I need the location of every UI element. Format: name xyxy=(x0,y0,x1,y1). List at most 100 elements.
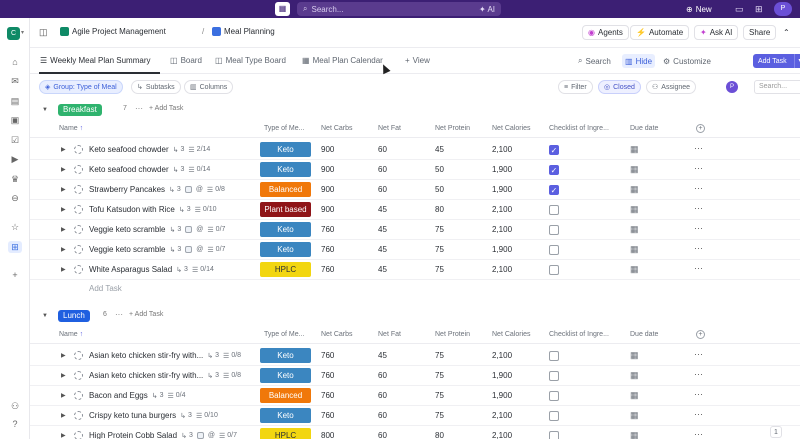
spaces-icon[interactable]: ⊞ xyxy=(8,241,22,253)
expand-row-icon[interactable]: ▶ xyxy=(61,433,66,439)
meal-type-badge[interactable]: Keto xyxy=(260,408,311,423)
checklist-checkbox[interactable] xyxy=(549,371,559,381)
checklist-checkbox[interactable] xyxy=(549,205,559,215)
net-calories-cell[interactable]: 2,100 xyxy=(492,265,513,274)
status-icon[interactable] xyxy=(74,145,83,154)
task-name[interactable]: Strawberry Pancakes ↳ 3 @ ☰ 0/8 xyxy=(89,185,225,194)
assignee-chip[interactable]: ⚇ Assignee xyxy=(646,80,697,94)
column-header-calories[interactable]: Net Calories xyxy=(492,125,531,132)
expand-row-icon[interactable]: ▶ xyxy=(61,413,66,419)
net-fat-cell[interactable]: 60 xyxy=(378,371,387,380)
tab-board[interactable]: ◫ Board xyxy=(170,56,202,65)
table-row[interactable]: ▶ Veggie keto scramble ↳ 3 @ ☰ 0/7 Keto 760 45 75 2… xyxy=(30,220,800,240)
checklist-count[interactable]: ☰ 0/8 xyxy=(223,372,241,380)
net-protein-cell[interactable]: 75 xyxy=(435,371,444,380)
net-calories-cell[interactable]: 2,100 xyxy=(492,225,513,234)
table-row[interactable]: ▶ Crispy keto tuna burgers ↳ 3 ☰ 0/10 Keto 760 6… xyxy=(30,406,800,426)
inbox-icon[interactable]: ✉ xyxy=(11,76,19,86)
list-search-input[interactable]: Search... xyxy=(754,80,800,94)
net-carbs-cell[interactable]: 760 xyxy=(321,265,335,274)
net-calories-cell[interactable]: 2,100 xyxy=(492,431,513,439)
column-header-type[interactable]: Type of Me... xyxy=(264,331,305,338)
status-icon[interactable] xyxy=(74,411,83,420)
net-fat-cell[interactable]: 45 xyxy=(378,245,387,254)
due-date-icon[interactable]: ▦ xyxy=(630,430,639,439)
expand-row-icon[interactable]: ▶ xyxy=(61,247,66,253)
column-header-type[interactable]: Type of Me... xyxy=(264,125,305,132)
checklist-count[interactable]: ☰ 0/14 xyxy=(188,166,210,174)
checklist-checkbox[interactable]: ✓ xyxy=(549,145,559,155)
task-name[interactable]: Keto seafood chowder ↳ 3 ☰ 2/14 xyxy=(89,145,210,154)
column-header-carbs[interactable]: Net Carbs xyxy=(321,331,353,338)
net-carbs-cell[interactable]: 900 xyxy=(321,185,335,194)
status-icon[interactable] xyxy=(74,391,83,400)
link-icon[interactable]: @ xyxy=(196,246,204,253)
attachment-icon[interactable] xyxy=(185,226,193,233)
breadcrumb-item-space[interactable]: Agile Project Management xyxy=(60,27,166,36)
meal-type-badge[interactable]: HPLC xyxy=(260,428,311,439)
net-protein-cell[interactable]: 75 xyxy=(435,351,444,360)
group-badge[interactable]: Breakfast xyxy=(58,104,102,116)
row-more-icon[interactable]: ··· xyxy=(694,389,703,399)
checklist-count[interactable]: ☰ 0/8 xyxy=(207,186,225,194)
notification-badge[interactable]: 1 xyxy=(770,426,782,438)
row-more-icon[interactable]: ··· xyxy=(694,143,703,153)
net-protein-cell[interactable]: 80 xyxy=(435,431,444,439)
row-more-icon[interactable]: ··· xyxy=(694,243,703,253)
net-protein-cell[interactable]: 75 xyxy=(435,225,444,234)
net-carbs-cell[interactable]: 760 xyxy=(321,351,335,360)
automate-button[interactable]: ⚡ Automate xyxy=(630,25,690,40)
row-more-icon[interactable]: ··· xyxy=(694,409,703,419)
table-row[interactable]: ▶ Keto seafood chowder ↳ 3 ☰ 0/14 Keto 900 60 50 1… xyxy=(30,160,800,180)
expand-row-icon[interactable]: ▶ xyxy=(61,373,66,379)
subtask-count[interactable]: ↳ 3 xyxy=(207,372,219,380)
net-carbs-cell[interactable]: 760 xyxy=(321,371,335,380)
table-row[interactable]: ▶ Tofu Katsudon with Rice ↳ 3 ☰ 0/10 Plant bas… xyxy=(30,200,800,220)
row-more-icon[interactable]: ··· xyxy=(694,203,703,213)
table-row[interactable]: ▶ Veggie keto scramble ↳ 3 @ ☰ 0/7 Keto 760 45 75 1… xyxy=(30,240,800,260)
task-name[interactable]: Asian keto chicken stir-fry with... ↳ 3 ☰ 0/… xyxy=(89,351,241,360)
add-icon[interactable]: + xyxy=(12,270,18,280)
checklist-count[interactable]: ☰ 0/8 xyxy=(223,352,241,360)
customize-button[interactable]: ⚙ Customize xyxy=(660,54,714,68)
net-fat-cell[interactable]: 45 xyxy=(378,351,387,360)
task-name[interactable]: White Asparagus Salad ↳ 3 ☰ 0/14 xyxy=(89,265,214,274)
net-carbs-cell[interactable]: 760 xyxy=(321,225,335,234)
add-task-row[interactable]: Add Task xyxy=(30,280,800,298)
goals-icon[interactable]: ♛ xyxy=(10,174,20,184)
checklist-checkbox[interactable] xyxy=(549,265,559,275)
net-carbs-cell[interactable]: 760 xyxy=(321,391,335,400)
status-icon[interactable] xyxy=(74,431,83,439)
meal-type-badge[interactable]: Keto xyxy=(260,162,311,177)
net-carbs-cell[interactable]: 900 xyxy=(321,165,335,174)
favorites-icon[interactable]: ☆ xyxy=(10,222,20,232)
ai-button[interactable]: ✦ AI xyxy=(478,4,495,14)
subtask-count[interactable]: ↳ 3 xyxy=(173,166,185,174)
sort-ascending-icon[interactable]: ↑ xyxy=(79,125,84,132)
subtask-count[interactable]: ↳ 3 xyxy=(176,266,188,274)
tasks-icon[interactable]: ☑ xyxy=(10,135,20,145)
group-add-task-button[interactable]: + Add Task xyxy=(149,105,183,112)
due-date-icon[interactable]: ▦ xyxy=(630,224,639,234)
column-header-calories[interactable]: Net Calories xyxy=(492,331,531,338)
subtask-count[interactable]: ↳ 3 xyxy=(180,412,192,420)
column-header-name[interactable]: Name ↑ xyxy=(59,331,83,338)
meal-type-badge[interactable]: HPLC xyxy=(260,262,311,277)
due-date-icon[interactable]: ▦ xyxy=(630,184,639,194)
subtask-count[interactable]: ↳ 3 xyxy=(207,352,219,360)
checklist-checkbox[interactable] xyxy=(549,391,559,401)
share-button[interactable]: Share xyxy=(743,25,777,40)
table-row[interactable]: ▶ Asian keto chicken stir-fry with... ↳ 3 ☰ 0… xyxy=(30,346,800,366)
dashboard-icon[interactable]: ▣ xyxy=(10,115,20,125)
net-protein-cell[interactable]: 75 xyxy=(435,391,444,400)
net-fat-cell[interactable]: 60 xyxy=(378,165,387,174)
due-date-icon[interactable]: ▦ xyxy=(630,144,639,154)
add-column-icon[interactable]: + xyxy=(696,124,705,133)
link-icon[interactable]: @ xyxy=(196,226,204,233)
meal-type-badge[interactable]: Keto xyxy=(260,142,311,157)
attachment-icon[interactable] xyxy=(184,186,192,193)
due-date-icon[interactable]: ▦ xyxy=(630,390,639,400)
net-protein-cell[interactable]: 75 xyxy=(435,265,444,274)
row-more-icon[interactable]: ··· xyxy=(694,263,703,273)
net-fat-cell[interactable]: 60 xyxy=(378,145,387,154)
